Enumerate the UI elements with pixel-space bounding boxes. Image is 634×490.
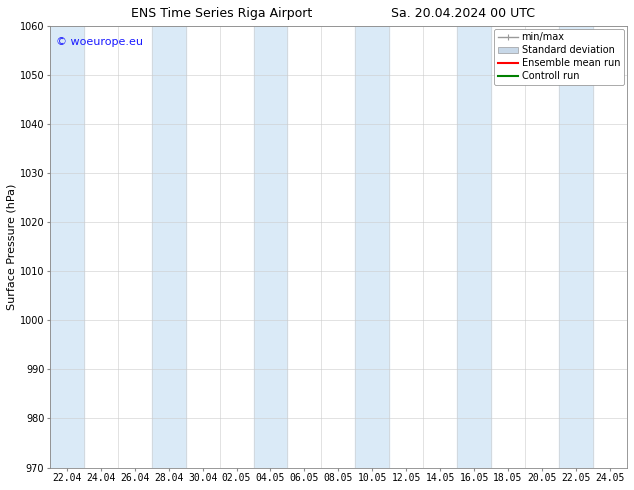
Bar [559, 25, 593, 467]
Bar [152, 25, 186, 467]
Legend: min/max, Standard deviation, Ensemble mean run, Controll run: min/max, Standard deviation, Ensemble me… [495, 28, 624, 85]
Text: ENS Time Series Riga Airport: ENS Time Series Riga Airport [131, 7, 313, 21]
Bar [457, 25, 491, 467]
Text: Sa. 20.04.2024 00 UTC: Sa. 20.04.2024 00 UTC [391, 7, 535, 21]
Bar [50, 25, 84, 467]
Y-axis label: Surface Pressure (hPa): Surface Pressure (hPa) [7, 183, 17, 310]
Bar [254, 25, 287, 467]
Text: © woeurope.eu: © woeurope.eu [56, 37, 143, 47]
Bar [355, 25, 389, 467]
